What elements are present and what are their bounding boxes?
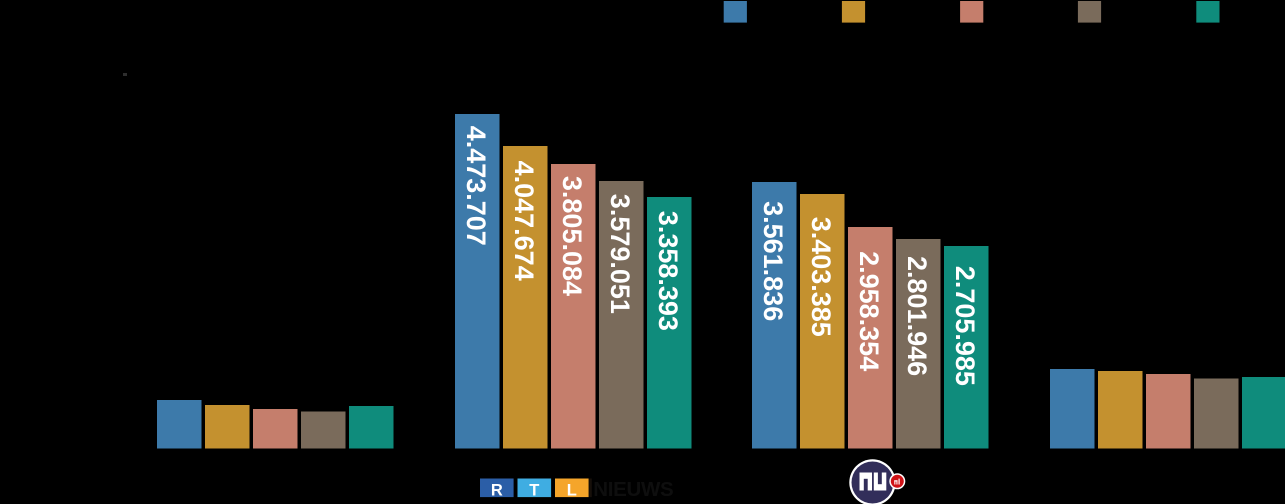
svg-text:T: T: [529, 481, 539, 499]
svg-text:4.047.674: 4.047.674: [509, 161, 539, 281]
svg-text:2.801.946: 2.801.946: [902, 256, 932, 376]
svg-text:3.579.051: 3.579.051: [605, 194, 635, 314]
svg-text:3.403.385: 3.403.385: [806, 217, 836, 337]
svg-text:2.705.985: 2.705.985: [950, 266, 980, 386]
svg-text:2.958.354: 2.958.354: [854, 251, 884, 371]
svg-text:3.805.084: 3.805.084: [557, 176, 587, 296]
svg-text:R: R: [491, 481, 503, 499]
svg-text:NIEUWS: NIEUWS: [593, 478, 673, 501]
svg-text:4.473.707: 4.473.707: [461, 126, 491, 246]
svg-text:3.561.836: 3.561.836: [758, 201, 788, 321]
svg-text:L: L: [567, 481, 577, 499]
svg-text:3.358.393: 3.358.393: [653, 211, 683, 331]
